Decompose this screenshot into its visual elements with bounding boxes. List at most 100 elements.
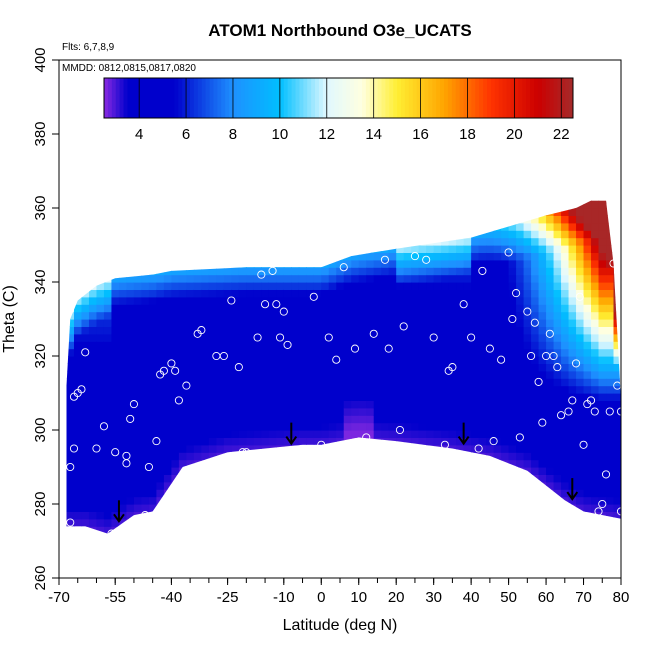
heatmap-cell (358, 496, 367, 505)
heatmap-cell (381, 481, 390, 490)
heatmap-cell (546, 348, 555, 357)
heatmap-cell (298, 208, 307, 216)
heatmap-cell (501, 274, 510, 283)
heatmap-cell (126, 237, 135, 246)
heatmap-cell (246, 356, 255, 364)
heatmap-cell (66, 378, 75, 387)
heatmap-cell (193, 370, 202, 379)
heatmap-cell (253, 437, 262, 446)
heatmap-cell (591, 363, 600, 372)
heatmap-cell (148, 430, 158, 438)
heatmap-cell (321, 385, 330, 394)
heatmap-cell (576, 311, 585, 320)
heatmap-cell (321, 230, 330, 239)
heatmap-cell (216, 237, 225, 246)
heatmap-cell (441, 200, 450, 209)
heatmap-cell (351, 289, 360, 298)
heatmap-cell (253, 415, 262, 424)
heatmap-cell (433, 437, 442, 446)
heatmap-cell (268, 282, 277, 290)
heatmap-cell (306, 326, 315, 335)
heatmap-cell (156, 333, 165, 342)
heatmap-cell (568, 259, 577, 268)
heatmap-cell (313, 222, 322, 231)
heatmap-cell (148, 356, 158, 364)
heatmap-cell (471, 526, 480, 534)
heatmap-cell (433, 274, 442, 283)
heatmap-cell (471, 245, 480, 253)
heatmap-cell (576, 363, 585, 372)
heatmap-cell (306, 370, 315, 379)
heatmap-cell (321, 215, 330, 224)
heatmap-cell (456, 400, 465, 409)
heatmap-cell (568, 230, 577, 239)
observation-point (369, 329, 378, 338)
heatmap-cell (231, 282, 240, 290)
colorbar-cell (463, 78, 468, 118)
heatmap-cell (336, 444, 345, 453)
heatmap-cell (358, 333, 367, 342)
heatmap-cell (373, 400, 382, 409)
heatmap-cell (456, 259, 465, 268)
heatmap-cell (358, 430, 367, 438)
heatmap-cell (411, 422, 420, 431)
heatmap-cell (148, 282, 158, 290)
heatmap-cell (516, 333, 525, 342)
heatmap-cell (471, 400, 480, 409)
heatmap-cell (441, 311, 450, 320)
heatmap-cell (493, 474, 502, 483)
heatmap-cell (591, 407, 600, 416)
colorbar-cell (170, 78, 175, 118)
heatmap-cell (411, 200, 420, 209)
x-tick-label: -25 (217, 589, 239, 606)
heatmap-cell (283, 215, 292, 224)
heatmap-cell (208, 474, 217, 483)
observation-point (77, 385, 86, 394)
heatmap-cell (103, 282, 113, 290)
heatmap-cell (268, 304, 277, 313)
heatmap-cell (516, 407, 525, 416)
heatmap-cell (568, 333, 577, 342)
heatmap-cell (493, 274, 502, 283)
heatmap-cell (96, 452, 105, 461)
heatmap-cell (246, 215, 255, 224)
heatmap-cell (381, 489, 390, 498)
heatmap-cell (216, 474, 225, 483)
heatmap-cell (238, 222, 247, 231)
heatmap-cell (81, 274, 90, 283)
heatmap-cell (561, 245, 570, 253)
heatmap-cell (553, 467, 562, 475)
heatmap-cell (268, 400, 277, 409)
heatmap-cell (103, 356, 113, 364)
heatmap-cell (396, 467, 405, 475)
colorbar-cell (232, 78, 238, 118)
heatmap-cell (103, 526, 113, 534)
heatmap-cell (561, 230, 570, 239)
heatmap-cell (156, 215, 165, 224)
heatmap-cell (441, 237, 450, 246)
heatmap-cell (478, 363, 487, 372)
heatmap-cell (411, 341, 420, 350)
heatmap-cell (276, 407, 285, 416)
heatmap-cell (471, 259, 480, 268)
heatmap-cell (268, 430, 277, 438)
heatmap-cell (516, 422, 525, 431)
heatmap-cell (223, 378, 232, 387)
heatmap-cell (118, 215, 128, 224)
heatmap-cell (613, 200, 621, 209)
heatmap-cell (508, 208, 517, 216)
colorbar-cell (311, 78, 316, 118)
heatmap-cell (141, 504, 150, 512)
heatmap-cell (328, 400, 337, 409)
heatmap-cell (313, 333, 322, 342)
heatmap-cell (471, 267, 480, 276)
heatmap-cell (111, 481, 120, 490)
heatmap-cell (216, 407, 225, 416)
heatmap-cell (388, 444, 397, 453)
heatmap-cell (598, 459, 607, 468)
heatmap-cell (201, 237, 210, 246)
heatmap-cell (411, 274, 420, 283)
heatmap-cell (148, 333, 158, 342)
heatmap-cell (276, 326, 285, 335)
heatmap-cell (441, 252, 450, 261)
